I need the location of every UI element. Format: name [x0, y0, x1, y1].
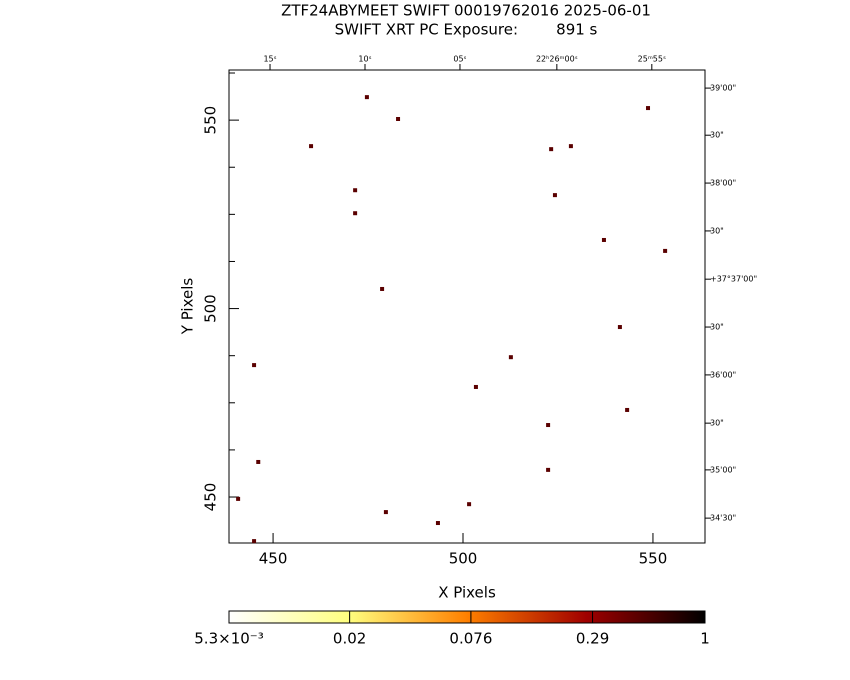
source-pixel — [380, 286, 385, 291]
colorbar-label: 0.076 — [449, 630, 492, 648]
source-pixel — [508, 355, 513, 360]
y-tick-label: 500 — [202, 294, 220, 323]
right-tick-label: 30" — [710, 419, 724, 428]
top-tick-label: 05ˢ — [453, 55, 466, 64]
source-pixel — [646, 106, 651, 111]
colorbar-label: 0.02 — [333, 630, 366, 648]
source-pixel — [435, 521, 440, 526]
right-tick-label: 39'00" — [710, 84, 736, 93]
x-tick-label: 550 — [639, 550, 668, 568]
source-pixel — [353, 188, 358, 193]
plot-frame — [228, 69, 706, 544]
right-tick-label: 30" — [710, 226, 724, 235]
right-tick-label: 30" — [710, 131, 724, 140]
colorbar-label: 1 — [700, 630, 710, 648]
colorbar-label: 5.3×10⁻³ — [194, 630, 263, 648]
right-tick-label: 38'00" — [710, 179, 736, 188]
right-tick-label: 34'30" — [710, 514, 736, 523]
source-pixel — [309, 144, 314, 149]
source-pixel — [364, 95, 369, 100]
source-pixel — [546, 467, 551, 472]
source-pixel — [552, 193, 557, 198]
chart-subtitle: SWIFT XRT PC Exposure: 891 s — [335, 21, 598, 39]
source-pixel — [353, 211, 358, 216]
source-pixel — [252, 363, 257, 368]
y-tick-label: 450 — [202, 483, 220, 512]
right-tick-label: 30" — [710, 323, 724, 332]
source-pixel — [236, 496, 241, 501]
source-pixel — [663, 248, 668, 253]
y-axis-label: Y Pixels — [179, 278, 197, 336]
source-pixel — [568, 144, 573, 149]
x-axis-label: X Pixels — [438, 584, 496, 602]
x-tick-label: 500 — [449, 550, 478, 568]
source-pixel — [252, 539, 257, 544]
x-tick-label: 450 — [259, 550, 288, 568]
source-pixel — [467, 502, 472, 507]
source-pixel — [617, 325, 622, 330]
right-tick-label: 36'00" — [710, 370, 736, 379]
colorbar-label: 0.29 — [576, 630, 609, 648]
top-tick-label: 15ˢ — [263, 55, 276, 64]
source-pixel — [601, 237, 606, 242]
right-tick-label: 35'00" — [710, 465, 736, 474]
colorbar — [228, 610, 706, 624]
top-tick-label: 25ᵐ55ˢ — [638, 55, 666, 64]
source-pixel — [473, 384, 478, 389]
source-pixel — [546, 423, 551, 428]
top-tick-label: 22ʰ26ᵐ00ˢ — [536, 55, 578, 64]
chart-title: ZTF24ABYMEET SWIFT 00019762016 2025-06-0… — [281, 2, 651, 20]
right-tick-label: +37°37'00" — [710, 275, 757, 284]
source-pixel — [383, 510, 388, 515]
source-pixel — [396, 116, 401, 121]
y-tick-label: 550 — [202, 106, 220, 135]
top-tick-label: 10ˢ — [358, 55, 371, 64]
source-pixel — [625, 407, 630, 412]
source-pixel — [549, 147, 554, 152]
source-pixel — [256, 459, 261, 464]
